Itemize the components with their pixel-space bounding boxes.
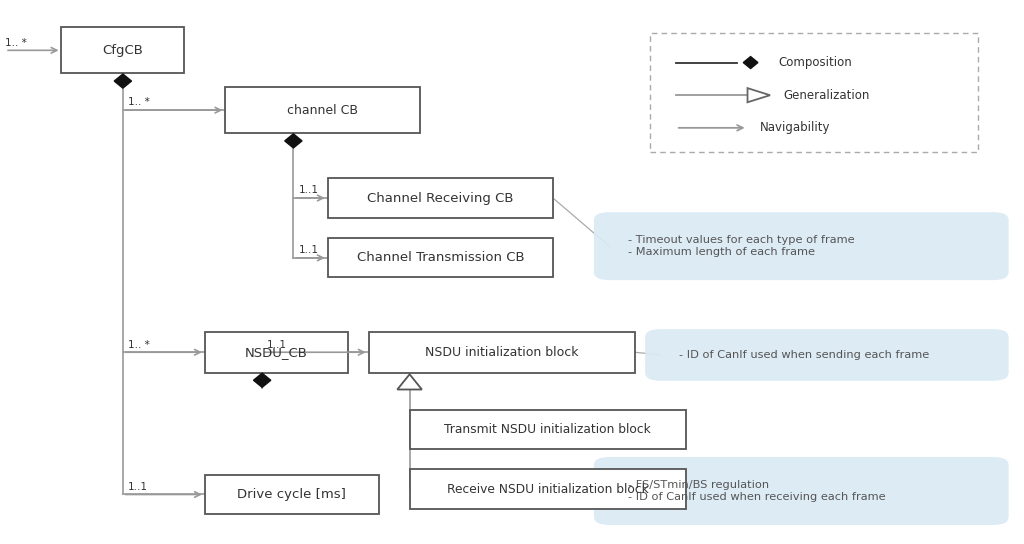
Bar	[328, 178, 553, 218]
Polygon shape	[743, 57, 758, 69]
Text: Channel Receiving CB: Channel Receiving CB	[367, 191, 514, 205]
Polygon shape	[285, 134, 302, 148]
Text: 1..1: 1..1	[299, 186, 318, 195]
Text: - ID of CanIf used when sending each frame: - ID of CanIf used when sending each fra…	[679, 350, 929, 360]
Polygon shape	[748, 88, 770, 102]
FancyBboxPatch shape	[594, 212, 1009, 280]
Bar	[225, 87, 420, 133]
Text: 1..1: 1..1	[299, 245, 318, 255]
Text: 1.. *: 1.. *	[5, 38, 27, 48]
FancyBboxPatch shape	[594, 457, 1009, 525]
Text: - Timeout values for each type of frame
- Maximum length of each frame: - Timeout values for each type of frame …	[628, 236, 854, 257]
Text: Receive NSDU initialization block: Receive NSDU initialization block	[446, 483, 649, 496]
Polygon shape	[397, 374, 422, 390]
Text: channel CB: channel CB	[287, 104, 358, 116]
Text: CfgCB: CfgCB	[102, 44, 143, 57]
Bar	[410, 410, 686, 449]
Text: NSDU_CB: NSDU_CB	[245, 346, 308, 358]
Polygon shape	[254, 373, 270, 387]
Bar	[205, 475, 379, 514]
Text: Generalization: Generalization	[783, 89, 869, 102]
Text: NSDU initialization block: NSDU initialization block	[425, 346, 579, 358]
Text: Composition: Composition	[778, 56, 852, 69]
Polygon shape	[115, 74, 131, 88]
Text: Drive cycle [ms]: Drive cycle [ms]	[238, 488, 346, 501]
Text: Channel Transmission CB: Channel Transmission CB	[356, 251, 524, 264]
Bar	[328, 238, 553, 277]
Text: Transmit NSDU initialization block: Transmit NSDU initialization block	[444, 423, 651, 436]
Bar	[369, 332, 635, 373]
Text: 1..1: 1..1	[267, 339, 288, 350]
Bar	[61, 27, 184, 73]
FancyBboxPatch shape	[645, 329, 1009, 381]
Text: 1..1: 1..1	[128, 482, 148, 492]
Text: 1.. *: 1.. *	[128, 97, 150, 108]
Text: 1.. *: 1.. *	[128, 339, 150, 350]
Bar	[410, 469, 686, 509]
Text: - FS/STmin/BS regulation
- ID of CanIf used when receiving each frame: - FS/STmin/BS regulation - ID of CanIf u…	[628, 480, 886, 502]
Bar	[650, 33, 978, 152]
Bar	[205, 332, 348, 373]
Text: Navigability: Navigability	[760, 121, 830, 134]
